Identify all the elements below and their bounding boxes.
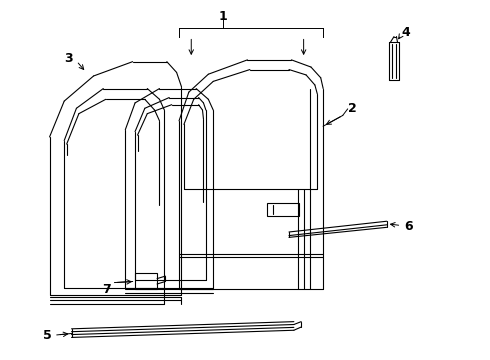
Bar [135,273,157,289]
Text: 3: 3 [64,51,73,64]
Text: 4: 4 [402,27,411,40]
Bar [267,203,299,216]
Text: 6: 6 [404,220,413,233]
Text: 7: 7 [102,283,111,296]
Text: 2: 2 [348,102,357,115]
Text: 5: 5 [43,329,52,342]
Text: 1: 1 [219,10,227,23]
